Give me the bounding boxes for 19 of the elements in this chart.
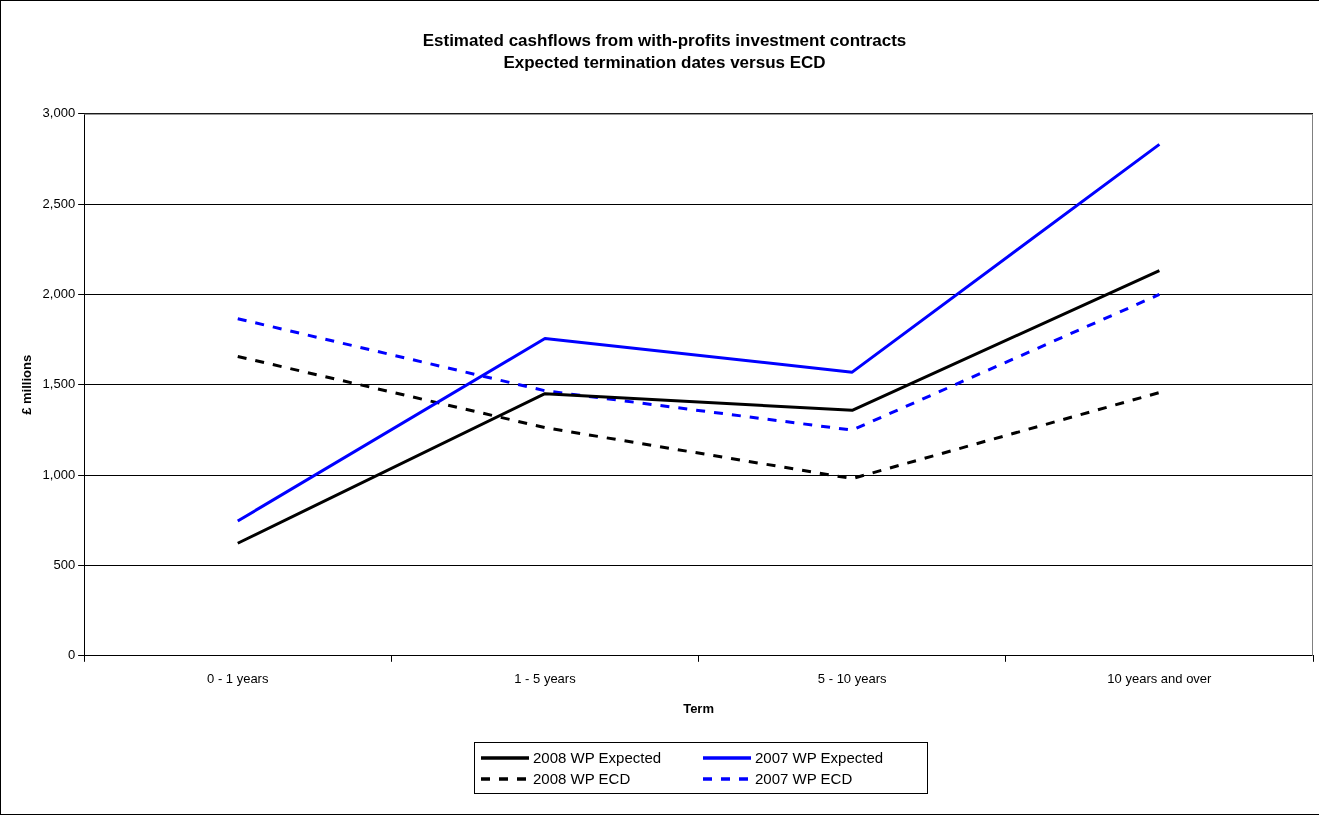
- y-tick-label: 0: [67, 647, 76, 663]
- x-axis-title: Term: [683, 700, 714, 716]
- y-tick-label: 500: [53, 557, 76, 573]
- x-tick-label: 0 - 1 years: [207, 671, 269, 687]
- y-tick-label: 3,000: [42, 105, 76, 121]
- y-axis-title: £ millions: [19, 354, 35, 415]
- x-tick-label: 5 - 10 years: [817, 671, 887, 687]
- chart-subtitle: Expected termination dates versus ECD: [503, 53, 826, 73]
- legend-label: 2008 WP Expected: [533, 749, 662, 766]
- chart-title: Estimated cashflows from with-profits investment contracts: [422, 30, 907, 50]
- legend-label: 2007 WP ECD: [755, 770, 853, 787]
- legend-label: 2007 WP Expected: [755, 749, 884, 766]
- legend-label: 2008 WP ECD: [533, 770, 631, 787]
- y-tick-label: 2,000: [42, 286, 76, 302]
- y-tick-label: 2,500: [42, 195, 76, 211]
- y-tick-label: 1,000: [42, 466, 76, 482]
- y-tick-label: 1,500: [42, 376, 76, 392]
- x-tick-label: 10 years and over: [1107, 671, 1213, 687]
- x-tick-label: 1 - 5 years: [514, 671, 577, 687]
